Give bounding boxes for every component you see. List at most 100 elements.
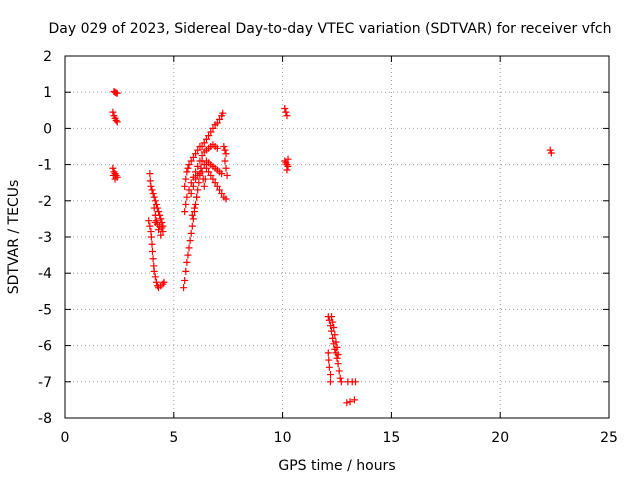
data-point (185, 244, 193, 252)
data-point (284, 162, 292, 170)
data-point (192, 168, 200, 176)
data-point (332, 338, 340, 346)
data-point (337, 378, 345, 386)
data-point (195, 179, 203, 187)
data-point (222, 150, 230, 158)
data-point (333, 343, 341, 351)
x-tick-label: 15 (382, 430, 400, 446)
data-point (155, 208, 163, 216)
data-point (221, 157, 229, 165)
data-point (283, 112, 291, 120)
y-tick-label: -3 (38, 230, 52, 246)
data-point (328, 313, 336, 321)
y-axis-label: SDTVAR / TECUs (6, 180, 22, 295)
data-point (334, 360, 342, 368)
x-tick-label: 0 (61, 430, 70, 446)
data-point (336, 374, 344, 382)
data-point (220, 143, 228, 150)
data-point (222, 164, 230, 172)
data-point (221, 146, 229, 154)
data-point (213, 182, 221, 190)
y-tick-label: -7 (38, 375, 52, 391)
data-point (215, 186, 223, 194)
data-point (148, 247, 156, 255)
data-point (328, 327, 336, 335)
data-point (194, 146, 202, 154)
data-point (192, 175, 200, 183)
y-tick-label: -1 (38, 158, 52, 174)
data-point (113, 118, 121, 126)
x-axis-label: GPS time / hours (278, 458, 395, 474)
data-point (181, 182, 189, 190)
data-point (180, 284, 188, 292)
data-point (109, 164, 117, 172)
data-point (147, 233, 155, 241)
data-point (326, 371, 334, 379)
data-point (151, 211, 159, 219)
data-point (202, 164, 210, 172)
data-point (283, 166, 291, 174)
y-tick-label: 0 (43, 121, 52, 137)
data-point (218, 190, 226, 198)
data-point (109, 108, 117, 116)
data-point (112, 116, 120, 124)
data-point (150, 204, 158, 212)
data-point (183, 193, 191, 201)
data-point (198, 152, 206, 160)
data-point (184, 164, 192, 172)
data-point (333, 354, 341, 362)
data-point (202, 135, 210, 143)
data-point (187, 190, 195, 198)
data-point (324, 349, 332, 357)
data-point (215, 115, 223, 123)
x-tick-label: 5 (169, 430, 178, 446)
data-point (147, 182, 155, 190)
data-point (150, 193, 158, 201)
data-point (188, 222, 196, 230)
data-point (149, 255, 157, 263)
x-tick-label: 25 (600, 430, 618, 446)
data-point (152, 200, 160, 208)
data-point (146, 170, 154, 178)
data-point (346, 398, 354, 406)
data-point (200, 182, 208, 190)
y-tick-label: 1 (43, 85, 52, 101)
data-point (159, 228, 167, 236)
data-point (109, 171, 117, 179)
data-point (350, 396, 358, 404)
data-point (192, 150, 200, 158)
data-point (189, 215, 197, 223)
data-point (198, 143, 206, 150)
data-point (334, 351, 342, 359)
data-point (325, 363, 333, 371)
data-point (149, 190, 157, 198)
data-point (148, 240, 156, 248)
data-point (187, 179, 195, 187)
data-point (148, 186, 156, 194)
data-point (189, 182, 197, 190)
data-point (209, 124, 217, 132)
y-tick-label: -5 (38, 302, 52, 318)
data-point (193, 193, 201, 201)
data-point (150, 267, 158, 275)
data-point (185, 186, 193, 194)
data-point (222, 195, 230, 203)
data-point (194, 162, 202, 170)
data-point (145, 217, 153, 225)
data-point (190, 204, 198, 212)
data-point (207, 128, 215, 136)
data-point (152, 217, 160, 225)
data-point (281, 104, 289, 112)
data-point (184, 251, 192, 259)
x-tick-label: 20 (491, 430, 509, 446)
data-point (151, 273, 159, 281)
data-point (207, 171, 215, 179)
data-point (192, 200, 200, 208)
data-point (183, 258, 191, 266)
data-point (160, 278, 168, 286)
data-point (113, 89, 121, 97)
data-point (223, 171, 231, 179)
data-point (181, 208, 189, 216)
data-point (146, 222, 154, 230)
